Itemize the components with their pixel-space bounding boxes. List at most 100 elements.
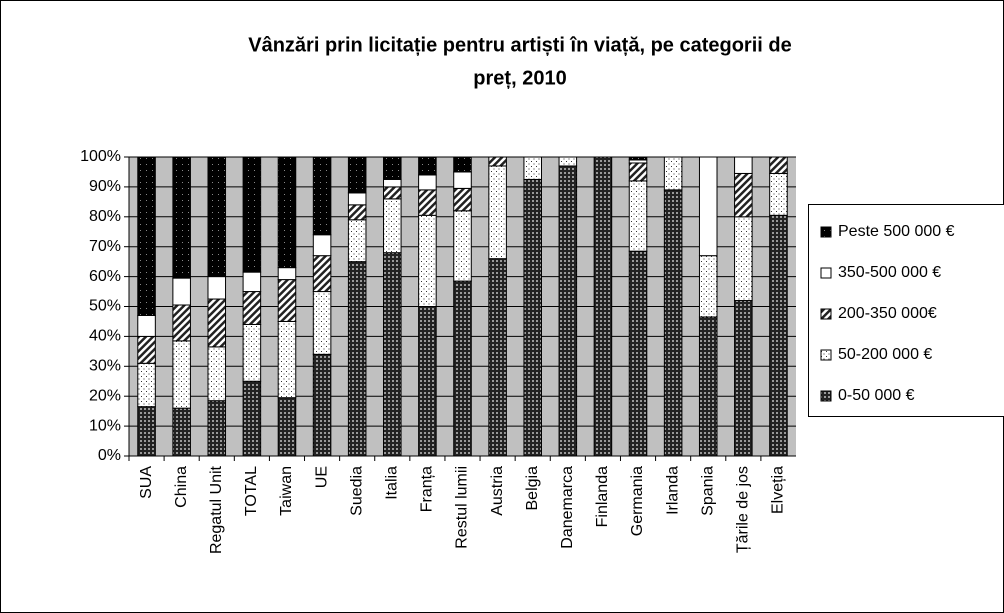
bar-segment [312,156,332,236]
bar-segment [698,255,718,318]
bar-segment [242,156,262,273]
y-tick-label: 80% [89,208,121,225]
bar-segment [593,156,613,457]
bar-segment [769,214,788,457]
bar-segment [172,277,191,306]
bar-segment [488,258,507,457]
x-tick-label: China [173,466,190,508]
legend-box [808,204,1004,417]
bar-segment [207,400,227,457]
y-tick-label: 10% [89,417,121,434]
legend-swatch [820,390,832,402]
chart-title: Vânzări prin licitație pentru artiști în… [248,34,791,56]
bar-segment [137,335,156,364]
bar-segment [172,156,191,279]
bar-segment [453,171,472,189]
x-tick-label: Franța [419,466,436,512]
bar-segment [137,406,156,457]
bar-segment [312,291,332,355]
legend-swatch [820,267,832,279]
bar-segment [277,267,297,281]
bar-segment [628,180,648,252]
bar-segment [383,198,402,254]
bar-segment [628,250,648,457]
legend-label: 50-200 000 € [838,346,932,363]
y-tick-label: 0% [98,447,121,464]
bar-segment [453,187,472,212]
bar-segment [383,156,402,180]
bar-segment [418,174,437,191]
bar-segment [242,271,262,293]
x-tick-label: Danemarca [559,466,576,549]
bar-segment [277,279,297,322]
bar-segment [207,156,227,278]
legend-label: 350-500 000 € [838,264,941,281]
bar-segment [663,156,683,191]
bar-segment [734,172,753,218]
x-tick-label: Italia [384,466,401,500]
bar-segment [137,314,156,337]
chart-title: preț, 2010 [473,67,566,89]
legend-swatch [820,349,832,361]
bar-segment [453,280,472,457]
x-tick-label: Finlanda [594,466,611,527]
bar-segment [488,156,507,167]
bar-segment [347,261,367,457]
bar-segment [734,216,753,302]
y-tick-label: 40% [89,328,121,345]
bar-segment [242,323,262,382]
bar-segment [347,156,367,194]
bar-segment [383,252,402,457]
legend-label: 0-50 000 € [838,387,915,404]
y-tick-label: 100% [80,148,121,165]
bar-segment [137,362,156,408]
y-tick-label: 30% [89,358,121,375]
bar-segment [172,407,191,457]
bar-segment [242,380,262,457]
legend-swatch [820,308,832,320]
bar-segment [312,353,332,457]
bar-segment [172,340,191,409]
y-tick-label: 20% [89,387,121,404]
bar-segment [207,276,227,300]
bar-segment [769,156,788,174]
x-tick-label: Spania [699,466,716,516]
bar-segment [628,156,648,161]
x-tick-label: Restul lumii [454,466,471,549]
x-tick-label: Austria [489,466,506,516]
bar-segment [734,156,753,174]
x-tick-label: UE [313,466,330,488]
x-tick-label: Elveția [770,466,787,514]
x-tick-label: SUA [138,466,155,499]
x-tick-label: Țările de jos [735,466,752,553]
legend-label: Peste 500 000 € [838,223,955,240]
bar-segment [663,189,683,457]
bar-segment [453,156,472,173]
bar-segment [312,234,332,257]
bar-segment [734,300,753,457]
x-tick-label: Taiwan [278,466,295,516]
bar-segment [558,165,578,457]
bar-segment [628,162,648,182]
bar-segment [418,156,437,176]
bar-segment [347,204,367,221]
y-tick-label: 50% [89,298,121,315]
bar-segment [312,255,332,293]
legend-swatch [820,226,832,238]
bar-segment [558,156,578,167]
bar-segment [172,304,191,342]
bar-segment [277,156,297,269]
bar-segment [277,320,297,399]
x-tick-label: Irlanda [664,466,681,515]
x-tick-label: Belgia [524,466,541,511]
x-tick-label: Germania [629,466,646,536]
legend-label: 200-350 000€ [838,305,937,322]
x-tick-label: Suedia [348,466,365,516]
bar-segment [698,156,718,257]
bar-segment [207,298,227,348]
y-tick-label: 70% [89,238,121,255]
y-tick-label: 90% [89,178,121,195]
bar-segment [453,210,472,282]
x-tick-label: TOTAL [243,466,260,516]
